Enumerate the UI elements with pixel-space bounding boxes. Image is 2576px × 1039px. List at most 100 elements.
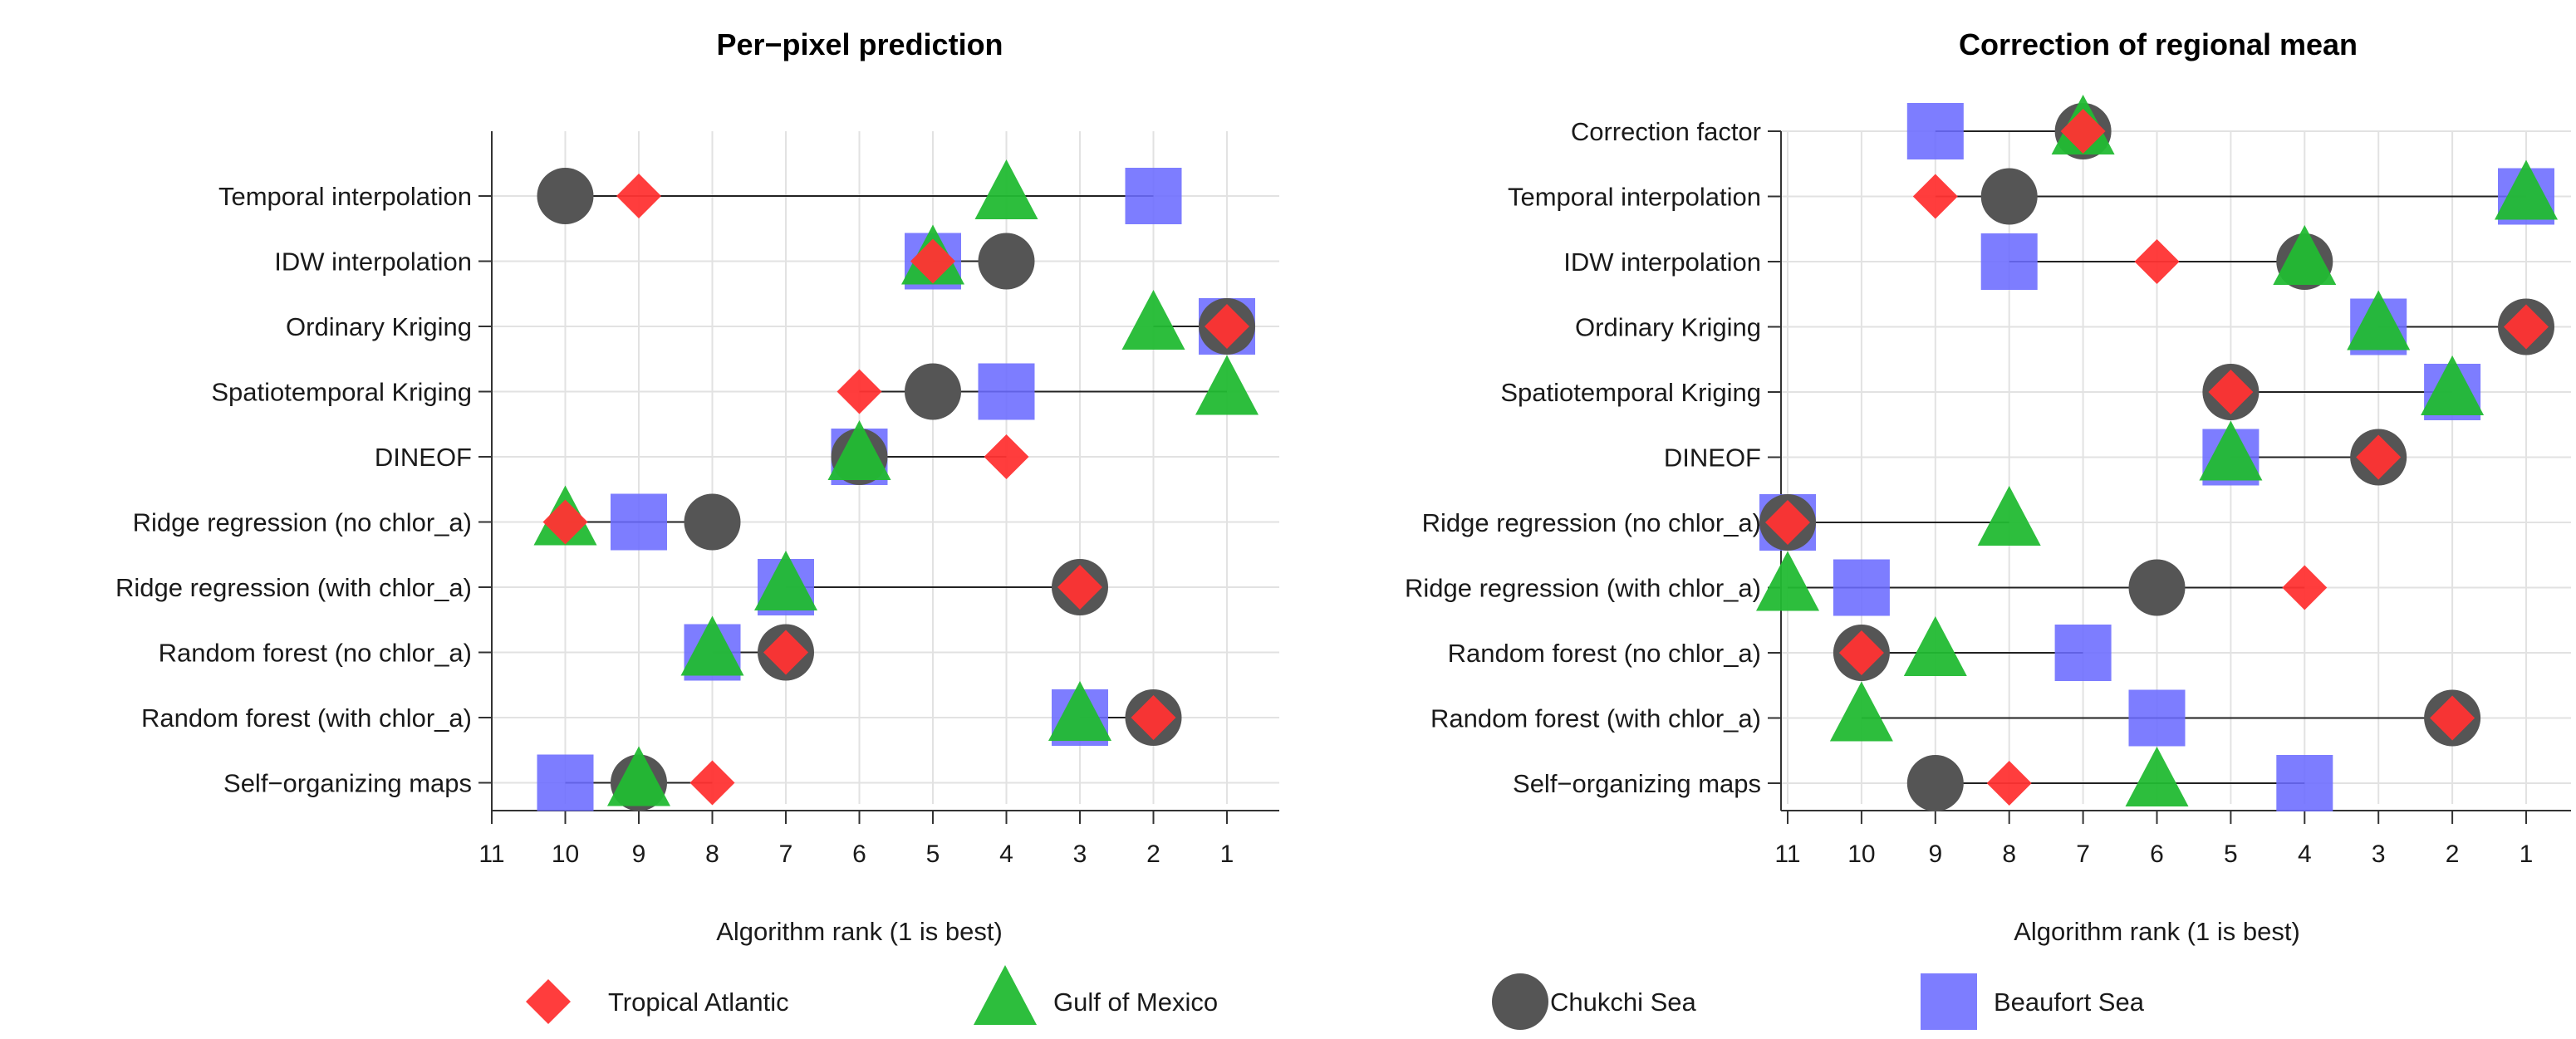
marker-gulf-of-mexico-random-forest-no-chlor-a xyxy=(1903,616,1967,676)
marker-gulf-of-mexico-dineof xyxy=(2199,420,2263,481)
marker-beaufort-sea-spatiotemporal-kriging xyxy=(978,363,1035,420)
x-tick-label: 5 xyxy=(2224,841,2238,868)
category-label-ridge-regression-with-chlor-a: Ridge regression (with chlor_a) xyxy=(115,573,472,602)
x-tick-label: 6 xyxy=(2150,841,2164,868)
panel-title: Per−pixel prediction xyxy=(716,27,1003,61)
marker-chukchi-sea-self-organizing-maps xyxy=(1906,755,1964,811)
legend-label-chukchi-sea: Chukchi Sea xyxy=(1550,988,1697,1017)
marker-tropical-atlantic-random-forest-with-chlor-a xyxy=(1131,695,1176,740)
marker-tropical-atlantic-idw-interpolation xyxy=(2134,239,2180,284)
marker-tropical-atlantic-ridge-regression-no-chlor-a xyxy=(1765,500,1810,545)
x-tick-label: 2 xyxy=(1146,841,1160,868)
category-label-temporal-interpolation: Temporal interpolation xyxy=(1508,183,1761,212)
x-tick-label: 9 xyxy=(632,841,646,868)
marker-beaufort-sea-random-forest-with-chlor-a xyxy=(2128,689,2186,747)
category-label-self-organizing-maps: Self−organizing maps xyxy=(1513,769,1761,798)
marker-gulf-of-mexico-random-forest-no-chlor-a xyxy=(680,615,744,676)
category-label-random-forest-with-chlor-a: Random forest (with chlor_a) xyxy=(141,703,472,733)
marker-gulf-of-mexico-random-forest-with-chlor-a xyxy=(1048,681,1111,741)
marker-tropical-atlantic-correction-factor xyxy=(2060,109,2106,154)
marker-gulf-of-mexico-dineof xyxy=(827,420,891,480)
x-tick-label: 3 xyxy=(1073,841,1087,868)
marker-gulf-of-mexico-ridge-regression-with-chlor-a xyxy=(1756,551,1819,611)
x-tick-label: 2 xyxy=(2446,841,2460,868)
marker-gulf-of-mexico-self-organizing-maps xyxy=(607,746,670,806)
category-label-random-forest-with-chlor-a: Random forest (with chlor_a) xyxy=(1430,704,1761,733)
marker-gulf-of-mexico-idw-interpolation xyxy=(2273,225,2337,285)
marker-beaufort-sea-self-organizing-maps xyxy=(537,754,594,811)
legend-label-beaufort-sea: Beaufort Sea xyxy=(1994,988,2145,1017)
marker-tropical-atlantic-dineof xyxy=(2356,434,2402,480)
x-tick-label: 8 xyxy=(705,841,719,868)
panel-per-pixel-prediction: Per−pixel prediction 11 10 9 8 7 6 5 4 3 2 1 Algorit… xyxy=(115,27,1279,946)
marker-tropical-atlantic-spatiotemporal-kriging xyxy=(2208,370,2254,414)
x-tick-label: 9 xyxy=(1928,841,1942,868)
marker-tropical-atlantic-temporal-interpolation xyxy=(1912,174,1958,219)
x-tick-label: 8 xyxy=(2002,841,2016,868)
legend-marker-gulf-of-mexico xyxy=(974,965,1037,1025)
marker-tropical-atlantic-ridge-regression-with-chlor-a xyxy=(1057,565,1102,610)
category-label-random-forest-no-chlor-a: Random forest (no chlor_a) xyxy=(1448,639,1761,668)
marker-beaufort-sea-correction-factor xyxy=(1906,103,1964,159)
category-label-correction-factor: Correction factor xyxy=(1571,117,1761,146)
marker-tropical-atlantic-ordinary-kriging xyxy=(1205,304,1249,349)
legend-label-tropical-atlantic: Tropical Atlantic xyxy=(608,988,789,1017)
marker-chukchi-sea-temporal-interpolation xyxy=(537,168,594,224)
marker-chukchi-sea-ridge-regression-with-chlor-a xyxy=(2128,559,2186,616)
marker-gulf-of-mexico-ordinary-kriging xyxy=(2347,290,2411,350)
legend-marker-beaufort-sea xyxy=(1921,973,1977,1030)
marker-tropical-atlantic-spatiotemporal-kriging xyxy=(837,369,882,414)
x-tick-label: 5 xyxy=(926,841,940,868)
marker-beaufort-sea-random-forest-no-chlor-a xyxy=(2054,625,2112,681)
category-label-idw-interpolation: IDW interpolation xyxy=(274,247,472,277)
category-label-ordinary-kriging: Ordinary Kriging xyxy=(1575,313,1761,342)
x-tick-label: 4 xyxy=(2298,841,2312,868)
x-tick-label: 7 xyxy=(779,841,793,868)
category-label-ridge-regression-with-chlor-a: Ridge regression (with chlor_a) xyxy=(1405,574,1761,603)
marker-gulf-of-mexico-random-forest-with-chlor-a xyxy=(1829,681,1893,742)
category-label-spatiotemporal-kriging: Spatiotemporal Kriging xyxy=(211,378,472,407)
x-tick-label: 3 xyxy=(2372,841,2386,868)
marker-beaufort-sea-ridge-regression-with-chlor-a xyxy=(1833,559,1890,616)
marker-tropical-atlantic-ridge-regression-with-chlor-a xyxy=(2282,565,2328,610)
category-label-ridge-regression-no-chlor-a: Ridge regression (no chlor_a) xyxy=(1422,508,1761,537)
x-tick-label: 7 xyxy=(2076,841,2090,868)
legend-marker-tropical-atlantic xyxy=(526,979,571,1024)
legend-label-gulf-of-mexico: Gulf of Mexico xyxy=(1053,988,1218,1017)
marker-gulf-of-mexico-spatiotemporal-kriging xyxy=(1195,355,1259,415)
marker-tropical-atlantic-self-organizing-maps xyxy=(689,760,735,806)
marker-beaufort-sea-temporal-interpolation xyxy=(1125,168,1182,224)
category-label-spatiotemporal-kriging: Spatiotemporal Kriging xyxy=(1500,378,1761,407)
category-label-random-forest-no-chlor-a: Random forest (no chlor_a) xyxy=(159,639,472,668)
marker-gulf-of-mexico-ridge-regression-no-chlor-a xyxy=(1977,486,2041,546)
marker-tropical-atlantic-ridge-regression-no-chlor-a xyxy=(542,499,588,545)
category-label-idw-interpolation: IDW interpolation xyxy=(1563,247,1761,277)
marker-beaufort-sea-idw-interpolation xyxy=(1980,233,2038,290)
marker-tropical-atlantic-self-organizing-maps xyxy=(1986,761,2032,806)
marker-gulf-of-mexico-self-organizing-maps xyxy=(2125,747,2189,806)
category-label-temporal-interpolation: Temporal interpolation xyxy=(218,182,472,211)
marker-tropical-atlantic-dineof xyxy=(984,434,1029,479)
marker-tropical-atlantic-idw-interpolation xyxy=(910,238,955,284)
marker-gulf-of-mexico-ordinary-kriging xyxy=(1121,290,1185,350)
marker-gulf-of-mexico-ridge-regression-with-chlor-a xyxy=(754,551,817,610)
marker-chukchi-sea-spatiotemporal-kriging xyxy=(905,363,961,420)
marker-tropical-atlantic-random-forest-no-chlor-a xyxy=(1838,630,1884,675)
marker-tropical-atlantic-random-forest-with-chlor-a xyxy=(2430,695,2475,741)
category-label-self-organizing-maps: Self−organizing maps xyxy=(223,769,472,798)
x-axis-title: Algorithm rank (1 is best) xyxy=(716,917,1003,946)
panel-title: Correction of regional mean xyxy=(1959,27,2358,61)
category-label-ordinary-kriging: Ordinary Kriging xyxy=(286,312,472,341)
marker-chukchi-sea-idw-interpolation xyxy=(978,233,1035,290)
x-axis-title: Algorithm rank (1 is best) xyxy=(2014,917,2300,946)
x-tick-label: 11 xyxy=(1774,841,1800,868)
marker-tropical-atlantic-random-forest-no-chlor-a xyxy=(763,630,808,675)
x-tick-label: 1 xyxy=(2520,841,2534,868)
marker-tropical-atlantic-temporal-interpolation xyxy=(616,174,661,218)
category-label-ridge-regression-no-chlor-a: Ridge regression (no chlor_a) xyxy=(133,508,472,537)
panel-correction-of-regional-mean: Correction of regional mean 11 10 9 8 7 6 5 4 3 2 1… xyxy=(1405,27,2571,946)
x-tick-label: 10 xyxy=(552,841,579,868)
category-label-dineof: DINEOF xyxy=(375,443,472,472)
x-tick-label: 4 xyxy=(999,841,1013,868)
